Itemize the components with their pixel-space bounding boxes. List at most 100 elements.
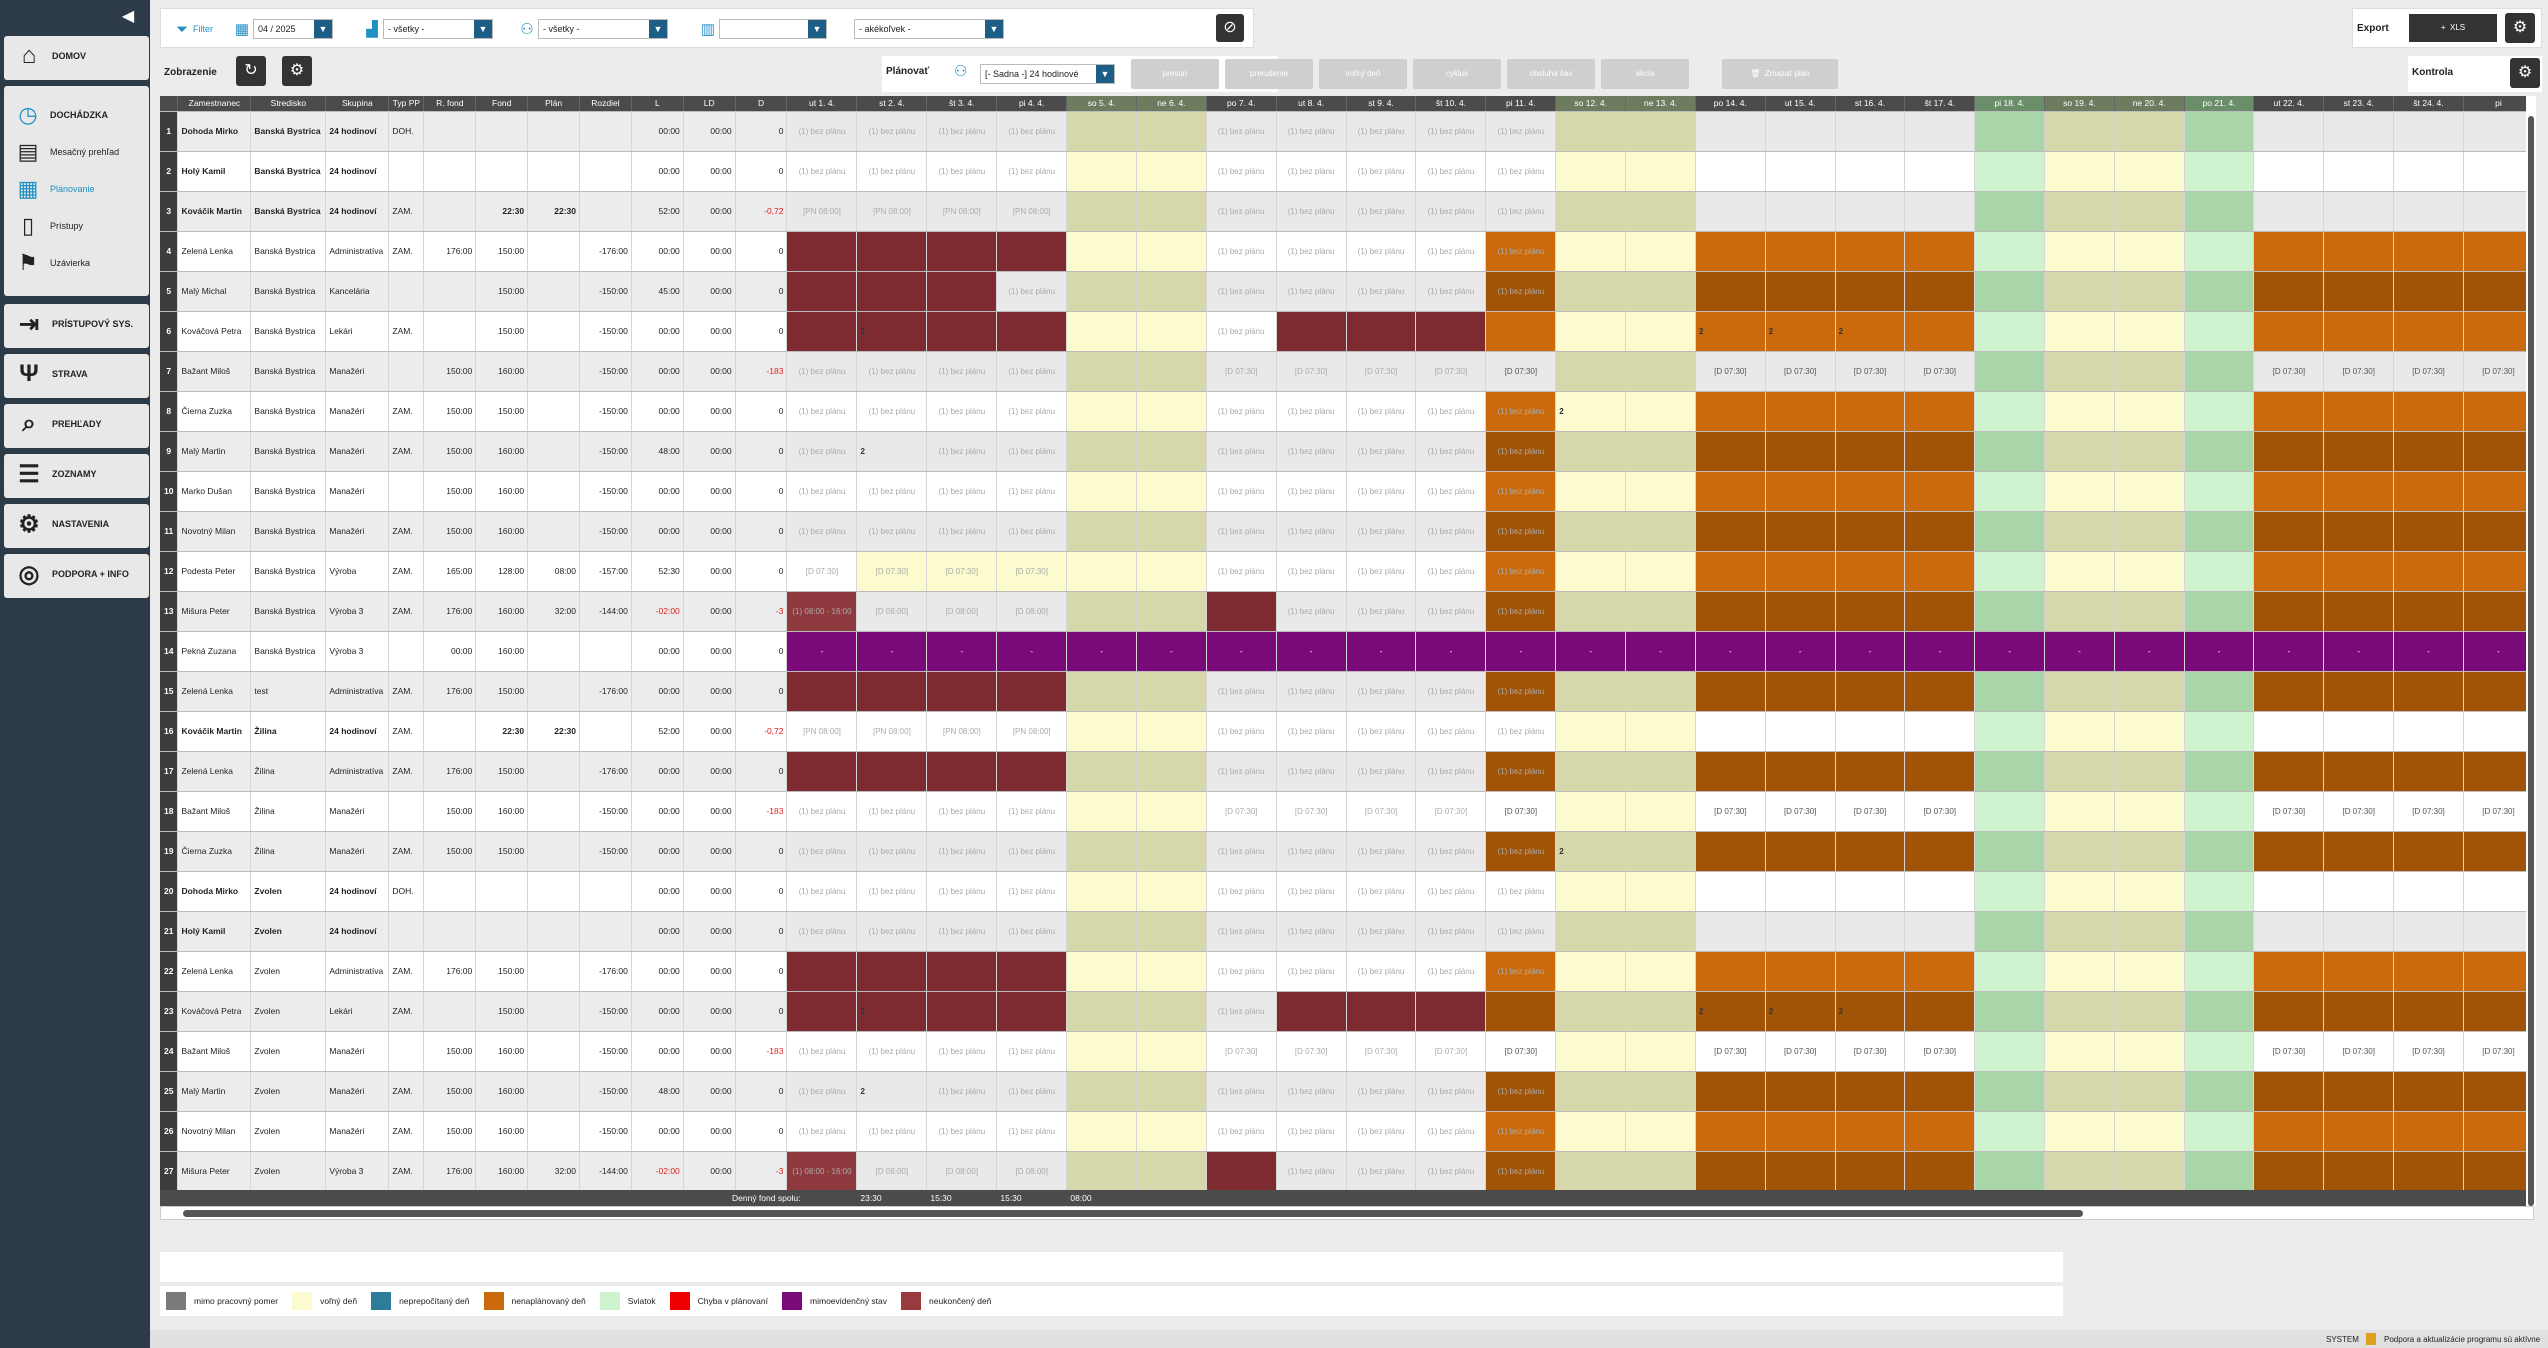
plan-cell[interactable]	[2044, 591, 2115, 632]
plan-cell[interactable]	[1765, 191, 1836, 232]
plan-cell[interactable]: (1) bez plánu	[1415, 831, 1487, 872]
plan-cell[interactable]	[1136, 231, 1207, 272]
plan-cell[interactable]: [PN 08:00]	[856, 191, 928, 232]
plan-cell[interactable]	[2323, 231, 2395, 272]
plan-cell[interactable]	[2184, 1071, 2255, 1112]
plan-cell[interactable]	[1835, 871, 1906, 912]
plan-cell[interactable]	[1625, 551, 1696, 592]
plan-cell[interactable]	[1695, 471, 1766, 512]
plan-cell[interactable]	[2044, 1111, 2115, 1152]
plan-cell[interactable]	[1974, 871, 2046, 912]
plan-cell[interactable]	[2323, 911, 2395, 952]
plan-cell[interactable]: (1) bez plánu	[996, 871, 1068, 912]
column-header[interactable]: Typ PP	[388, 96, 425, 112]
plan-cell[interactable]	[2323, 1071, 2395, 1112]
plan-cell[interactable]	[1835, 1071, 1906, 1112]
table-row[interactable]: 9 Malý Martin Banská Bystrica Manažéri ZAM. 1…	[160, 431, 2534, 472]
plan-cell[interactable]: -	[1904, 631, 1976, 672]
interruption-button[interactable]: prerušenie	[1225, 59, 1313, 89]
plan-cell[interactable]	[1904, 1151, 1976, 1192]
plan-cell[interactable]: (1) bez plánu	[856, 791, 928, 832]
plan-cell[interactable]	[1625, 231, 1696, 272]
plan-cell[interactable]: (1) bez plánu	[926, 111, 998, 152]
plan-cell[interactable]	[2044, 671, 2115, 712]
column-header[interactable]: LD	[683, 96, 736, 112]
table-row[interactable]: 10 Marko Dušan Banská Bystrica Manažéri 150:…	[160, 471, 2534, 512]
plan-cell[interactable]: [D 07:30]	[1835, 351, 1906, 392]
plan-cell[interactable]	[2184, 151, 2255, 192]
plan-cell[interactable]	[1765, 231, 1836, 272]
plan-cell[interactable]: -	[2253, 631, 2325, 672]
plan-cell[interactable]	[1136, 431, 1207, 472]
plan-cell[interactable]: (1) bez plánu	[1206, 871, 1277, 912]
plan-cell[interactable]	[2253, 511, 2325, 552]
action-button[interactable]: akcia	[1601, 59, 1689, 89]
table-row[interactable]: 17 Zelená Lenka Žilina Administratíva ZAM. 17…	[160, 751, 2534, 792]
plan-cell[interactable]	[2114, 311, 2185, 352]
plan-cell[interactable]	[2114, 831, 2185, 872]
plan-cell[interactable]	[1555, 1071, 1627, 1112]
plan-cell[interactable]	[2044, 1031, 2115, 1072]
plan-cell[interactable]	[2393, 231, 2464, 272]
plan-cell[interactable]	[926, 751, 998, 792]
plan-cell[interactable]	[2114, 351, 2185, 392]
plan-cell[interactable]: (1) bez plánu	[786, 1111, 858, 1152]
plan-cell[interactable]	[2044, 471, 2115, 512]
plan-cell[interactable]	[1136, 471, 1207, 512]
plan-cell[interactable]	[2323, 431, 2395, 472]
plan-cell[interactable]: (1) bez plánu	[1415, 1111, 1487, 1152]
plan-cell[interactable]	[2323, 111, 2395, 152]
plan-cell[interactable]	[1695, 671, 1766, 712]
plan-cell[interactable]	[1066, 111, 1137, 152]
plan-cell[interactable]	[1136, 111, 1207, 152]
plan-cell[interactable]	[2253, 991, 2325, 1032]
plan-cell[interactable]	[2114, 1031, 2185, 1072]
plan-cell[interactable]	[1765, 111, 1836, 152]
plan-cell[interactable]	[1555, 551, 1627, 592]
plan-cell[interactable]	[1136, 1111, 1207, 1152]
plan-cell[interactable]: -	[2044, 631, 2115, 672]
plan-cell[interactable]	[1066, 591, 1137, 632]
plan-cell[interactable]	[1555, 751, 1627, 792]
plan-cell[interactable]	[1835, 271, 1906, 312]
plan-cell[interactable]: (1) bez plánu	[1346, 391, 1417, 432]
plan-cell[interactable]	[2044, 1151, 2115, 1192]
plan-cell[interactable]	[1904, 991, 1976, 1032]
free-day-button[interactable]: voľný deň	[1319, 59, 1407, 89]
plan-cell[interactable]	[2114, 471, 2185, 512]
sidebar-item-closing[interactable]: ⚑ Uzávierka	[4, 244, 149, 281]
plan-cell[interactable]	[2184, 431, 2255, 472]
plan-cell[interactable]: (1) bez plánu	[1276, 151, 1347, 192]
plan-cell[interactable]: (1) bez plánu	[856, 1111, 928, 1152]
plan-cell[interactable]	[1625, 471, 1696, 512]
plan-cell[interactable]	[1835, 711, 1906, 752]
plan-cell[interactable]: (1) bez plánu	[1346, 911, 1417, 952]
table-row[interactable]: 1 Dohoda Mirko Banská Bystrica 24 hodinoví D…	[160, 111, 2534, 152]
plan-cell[interactable]	[1904, 1111, 1976, 1152]
plan-cell[interactable]	[1904, 551, 1976, 592]
table-row[interactable]: 8 Čierna Zuzka Banská Bystrica Manažéri ZAM.…	[160, 391, 2534, 432]
plan-cell[interactable]: (1) bez plánu	[1415, 911, 1487, 952]
plan-cell[interactable]	[1974, 271, 2046, 312]
plan-select[interactable]: [- Sadna -] 24 hodinové ▼	[980, 64, 1115, 84]
plan-cell[interactable]	[926, 671, 998, 712]
plan-cell[interactable]: (1) bez plánu	[786, 511, 858, 552]
plan-cell[interactable]	[2253, 871, 2325, 912]
plan-cell[interactable]	[1695, 1071, 1766, 1112]
table-row[interactable]: 14 Pekná Zuzana Banská Bystrica Výroba 3 00:…	[160, 631, 2534, 672]
plan-cell[interactable]: (1) bez plánu	[1206, 911, 1277, 952]
plan-cell[interactable]	[2044, 991, 2115, 1032]
plan-cell[interactable]	[2393, 1151, 2464, 1192]
plan-cell[interactable]: (1) bez plánu	[786, 151, 858, 192]
plan-cell[interactable]	[2184, 551, 2255, 592]
plan-cell[interactable]	[1974, 151, 2046, 192]
plan-cell[interactable]: -	[1066, 631, 1137, 672]
plan-cell[interactable]	[1555, 791, 1627, 832]
plan-cell[interactable]	[2463, 191, 2534, 232]
plan-cell[interactable]: [D 08:00]	[856, 1151, 928, 1192]
plan-cell[interactable]	[1835, 671, 1906, 712]
plan-cell[interactable]: (1) bez plánu	[1206, 751, 1277, 792]
plan-cell[interactable]	[2393, 951, 2464, 992]
plan-cell[interactable]	[1066, 751, 1137, 792]
plan-cell[interactable]: [D 07:30]	[2253, 1031, 2325, 1072]
